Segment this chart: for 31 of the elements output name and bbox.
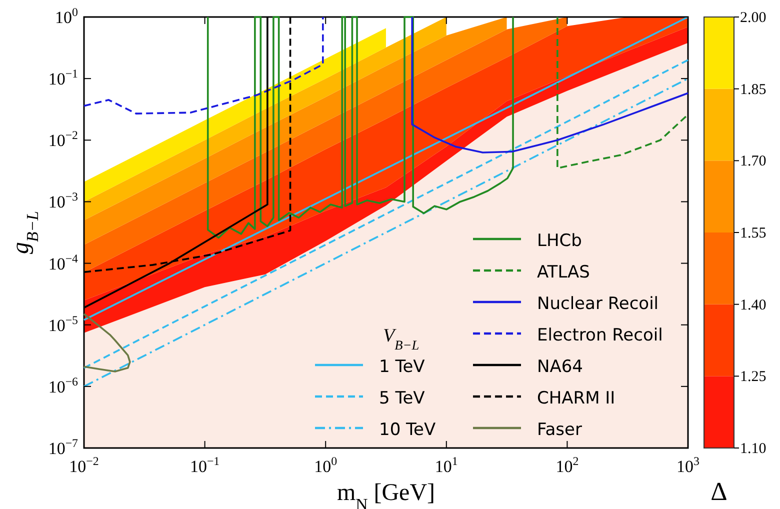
legend-label: ATLAS [537, 262, 590, 282]
legend-title: V$_{B−L}$ [383, 326, 420, 352]
color-bar-label: 1.25 [740, 369, 766, 386]
y-tick-label: 10$^{−3}$ [48, 190, 78, 212]
legend-label: 10 TeV [379, 420, 436, 440]
color-bar-label: 1.85 [740, 82, 766, 98]
x-tick-label: 10$^{3}$ [676, 454, 700, 476]
legend-label: LHCb [537, 231, 582, 251]
color-bar-label: 1.40 [740, 297, 766, 314]
x-tick-label: 10$^{1}$ [434, 454, 458, 476]
legend-label: NA64 [537, 357, 583, 377]
color-bar-label: 1.55 [740, 226, 766, 242]
y-tick-label: 10$^{0}$ [55, 5, 78, 27]
color-bar-title: Δ [710, 477, 728, 506]
legend-label: CHARM II [537, 388, 616, 408]
legend-label: Electron Recoil [537, 326, 663, 346]
color-bar-label: 1.70 [740, 154, 766, 170]
x-tick-label: 10$^{0}$ [314, 454, 338, 476]
x-tick-label: 10$^{−1}$ [190, 454, 220, 476]
x-tick-label: 10$^{2}$ [556, 454, 579, 476]
y-tick-label: 10$^{−5}$ [48, 312, 78, 335]
legend-label: Nuclear Recoil [537, 294, 659, 314]
y-tick-label: 10$^{−4}$ [48, 251, 78, 274]
legend-label: 1 TeV [379, 357, 426, 377]
color-bar-label: 1.10 [740, 441, 766, 457]
y-tick-label: 10$^{−1}$ [48, 66, 78, 89]
y-tick-label: 10$^{−6}$ [48, 374, 78, 396]
color-bar-label: 2.00 [740, 10, 766, 26]
y-tick-label: 10$^{−2}$ [48, 128, 78, 150]
legend-label: Faser [537, 420, 582, 440]
legend-label: 5 TeV [379, 388, 426, 408]
